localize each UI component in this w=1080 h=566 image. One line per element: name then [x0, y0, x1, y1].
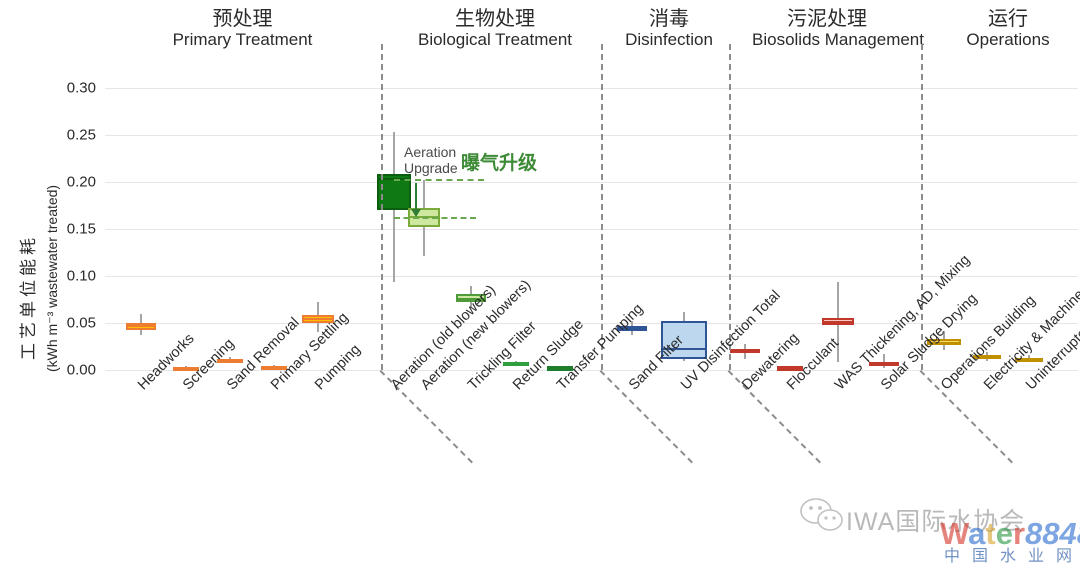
boxplot-median — [503, 362, 529, 365]
grid-line — [105, 88, 1078, 89]
y-tick-label: 0.15 — [66, 220, 96, 238]
y-tick-label: 0.00 — [66, 361, 96, 379]
annotation-aeration-upgrade-en: Aeration Upgrade — [404, 144, 458, 176]
boxplot-median — [173, 367, 199, 370]
boxplot-median — [869, 364, 899, 367]
watermark-iwa-text: IWA国际水协会 — [846, 508, 1026, 536]
boxplot-median — [730, 350, 760, 353]
y-tick-label: 0.20 — [66, 173, 96, 191]
group-header-cn: 运行 — [988, 8, 1028, 30]
boxplot-box — [777, 367, 803, 372]
wm-letter-e: e — [995, 516, 1013, 551]
grid-line — [105, 135, 1078, 136]
group-header-cn: 生物处理 — [455, 8, 535, 30]
x-tick-label[interactable]: Electricity & Machine Building — [981, 248, 1080, 394]
boxplot-median — [927, 341, 961, 344]
wm-digits-8848: 8848 — [1025, 516, 1080, 551]
annotation-arrow-head — [411, 208, 421, 217]
group-header-en: Biological Treatment — [417, 30, 573, 50]
group-header-cn: 预处理 — [212, 8, 273, 30]
annotation-line-1: Aeration — [404, 144, 457, 160]
y-tick-label: 0.10 — [66, 267, 96, 285]
group-header-en: Operations — [966, 30, 1050, 50]
wm-letter-r: r — [1012, 516, 1026, 551]
watermark-water8848: Water8848.com — [940, 516, 1080, 552]
grid-line — [105, 229, 1078, 230]
y-tick-label: 0.25 — [66, 126, 96, 144]
grid-line — [105, 276, 1078, 277]
wechat-icon-svg — [800, 498, 843, 531]
boxplot-median — [617, 327, 647, 330]
boxplot-median — [126, 324, 156, 327]
boxplot-median — [217, 358, 243, 361]
grid-line — [105, 323, 1078, 324]
group-header-operations: 运行 Operations — [938, 8, 1078, 49]
group-header-biological: 生物处理 Biological Treatment — [396, 8, 594, 49]
boxplot-median — [973, 355, 1001, 358]
group-header-disinfection: 消毒 Disinfection — [606, 8, 732, 49]
group-header-biosolids: 污泥处理 Biosolids Management — [752, 8, 924, 50]
y-axis-label: 工艺单位能耗 — [14, 234, 39, 360]
group-header-en: Disinfection — [625, 30, 713, 50]
boxplot-median — [456, 297, 486, 300]
boxplot-median — [302, 318, 334, 321]
group-header-en: Primary Treatment — [172, 30, 313, 50]
y-tick-label: 0.30 — [66, 79, 96, 97]
boxplot-median — [1015, 357, 1043, 360]
annotation-dash-top — [394, 179, 484, 182]
group-header-cn: 消毒 — [649, 8, 689, 30]
boxplot-whisker — [883, 354, 885, 369]
watermark-wechat-icon — [800, 498, 844, 537]
wm-letter-w: W — [940, 516, 969, 551]
grid-line — [105, 182, 1078, 183]
group-header-cn: 污泥处理 — [787, 8, 867, 30]
boxplot-box — [661, 321, 707, 359]
boxplot-median — [661, 348, 707, 351]
group-separator-2 — [601, 44, 603, 370]
boxplot-median — [822, 321, 854, 324]
annotation-aeration-upgrade-cn: 曝气升级 — [461, 153, 538, 174]
group-header-primary: 预处理 Primary Treatment — [145, 8, 340, 49]
wm-letter-a: a — [968, 516, 986, 551]
group-separator-3 — [729, 44, 731, 370]
y-tick-label: 0.05 — [66, 314, 96, 332]
group-separator-1 — [381, 44, 383, 370]
x-tick-label[interactable]: Sand Filter — [626, 332, 687, 394]
annotation-line-2: Upgrade — [404, 159, 458, 176]
group-separator-4 — [921, 44, 923, 370]
watermark-cn-text: 中国水业网 — [944, 548, 1080, 565]
boxplot-median — [777, 366, 803, 369]
annotation-arrow-stem — [415, 183, 417, 211]
wm-letter-t: t — [985, 516, 996, 551]
boxplot-box — [547, 367, 573, 372]
group-header-en: Biosolids Management — [752, 30, 924, 50]
boxplot-median — [261, 366, 287, 369]
boxplot-median — [547, 366, 573, 369]
grid-line — [105, 370, 1078, 371]
y-axis-label-cn: 工艺单位能耗 — [19, 234, 38, 360]
annotation-dash-bottom — [394, 216, 476, 219]
